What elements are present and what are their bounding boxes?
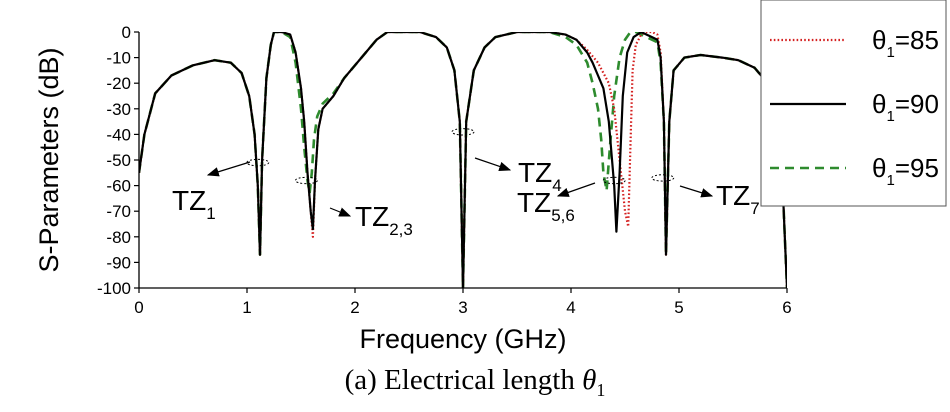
- s-parameter-chart: 0 1 2 3 4 5 60-10-20-30-40-50-60-70-80-90-100 …: [34, 0, 947, 354]
- tz-subscript: 1: [206, 204, 215, 223]
- y-tick-label: -30: [106, 100, 131, 119]
- y-tick-label: -40: [106, 125, 131, 144]
- caption-subscript: 1: [596, 379, 606, 400]
- y-tick-label: -20: [106, 74, 131, 93]
- tz-subscript: 2,3: [389, 220, 413, 239]
- x-tick-label: 5: [674, 298, 683, 317]
- x-tick-label: 6: [782, 298, 791, 317]
- caption-symbol: θ: [582, 364, 597, 396]
- tz-arrow: [329, 207, 352, 217]
- tz-marker-ellipse: [451, 128, 475, 136]
- tz-label: TZ7: [716, 180, 760, 218]
- x-tick-label: 3: [458, 298, 467, 317]
- y-tick-label: -100: [97, 279, 131, 298]
- legend-entry-θ1=85: θ1=85: [872, 25, 939, 61]
- tz-arrow: [556, 182, 596, 197]
- tz-subscript: 4: [552, 176, 561, 195]
- tz-arrow: [474, 157, 512, 172]
- tz-marker-ellipse: [651, 174, 675, 182]
- legend-entry-θ1=95: θ1=95: [872, 153, 939, 189]
- y-tick-label: -10: [106, 49, 131, 68]
- y-tick-label: -60: [106, 177, 131, 196]
- figure-caption: (a) Electrical length θ1: [0, 364, 950, 401]
- x-tick-label: 4: [566, 298, 575, 317]
- legend: θ1=85 θ1=90 θ1=95: [760, 0, 947, 207]
- x-tick-label: 1: [242, 298, 251, 317]
- y-tick-label: -90: [106, 253, 131, 272]
- y-tick-label: -50: [106, 151, 131, 170]
- tz-arrow: [206, 161, 251, 177]
- tz-arrow: [679, 185, 714, 198]
- tz-annotation-4: TZ4: [451, 128, 562, 195]
- tz-annotation-1: TZ1: [172, 158, 270, 223]
- tz-subscript: 5,6: [551, 206, 575, 225]
- y-tick-label: 0: [122, 23, 131, 42]
- series-line-θ1=90: [139, 32, 787, 288]
- tz-marker-ellipse: [246, 158, 270, 167]
- tz-label: TZ1: [172, 185, 216, 223]
- y-axis-label: S-Parameters (dB): [34, 47, 64, 272]
- x-tick-label: 2: [350, 298, 359, 317]
- tz-subscript: 7: [750, 199, 759, 218]
- x-tick-label: 0: [134, 298, 143, 317]
- caption-text: (a) Electrical length: [344, 364, 583, 396]
- x-axis-label: Frequency (GHz): [359, 324, 566, 354]
- y-tick-label: -80: [106, 228, 131, 247]
- tz-marker-ellipse: [602, 176, 626, 185]
- tz-marker-ellipse: [294, 176, 318, 185]
- y-tick-label: -70: [106, 202, 131, 221]
- legend-entry-θ1=90: θ1=90: [872, 89, 939, 125]
- tz-label: TZ2,3: [355, 201, 413, 239]
